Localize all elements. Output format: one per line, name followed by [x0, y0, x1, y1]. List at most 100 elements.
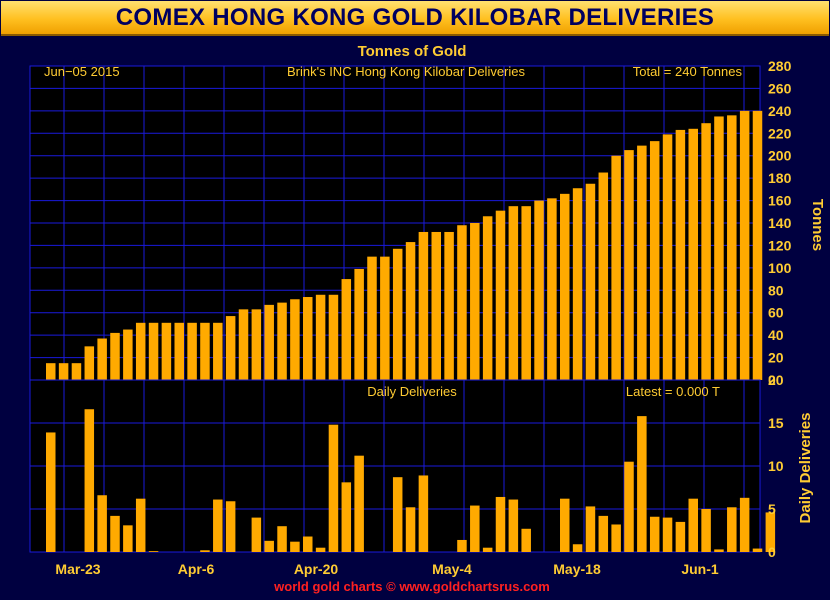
title-banner: COMEX HONG KONG GOLD KILOBAR DELIVERIES — [1, 1, 829, 36]
bar — [110, 515, 120, 552]
footer-credit: world gold charts © www.goldchartsrus.co… — [273, 579, 550, 594]
bar — [97, 338, 107, 380]
bar — [392, 248, 403, 380]
bar — [46, 432, 56, 552]
bar — [135, 498, 146, 552]
bar — [611, 155, 621, 380]
y-tick-label: 20 — [768, 350, 784, 366]
bar — [482, 216, 493, 380]
x-tick-label: Apr-6 — [178, 561, 215, 577]
bar — [470, 505, 480, 552]
bar — [637, 416, 647, 552]
bar — [354, 455, 364, 552]
bar — [328, 424, 339, 552]
bar — [264, 304, 274, 380]
upper-y-axis-title: Tonnes — [809, 199, 826, 251]
x-tick-label: May-18 — [553, 561, 601, 577]
bar — [315, 294, 326, 380]
bar — [405, 242, 416, 380]
bar — [110, 332, 120, 380]
y-tick-label: 80 — [768, 282, 784, 298]
y-tick-label: 280 — [768, 58, 792, 74]
y-tick-label: 15 — [768, 415, 784, 431]
bar — [367, 256, 377, 380]
bar — [495, 496, 506, 552]
bar — [97, 495, 107, 552]
bar — [277, 302, 287, 380]
bar — [84, 346, 95, 380]
bar — [303, 297, 313, 380]
bar — [727, 115, 737, 380]
bar — [123, 329, 133, 380]
bar — [624, 461, 634, 552]
bar — [752, 110, 763, 380]
bar — [457, 539, 467, 552]
bar — [200, 550, 210, 552]
bar — [649, 141, 660, 380]
bar — [560, 498, 570, 552]
bar — [58, 363, 69, 380]
y-tick-label: 220 — [768, 125, 792, 141]
x-tick-label: May-4 — [432, 561, 472, 577]
bar — [251, 309, 262, 380]
bar — [392, 477, 403, 552]
bar — [470, 223, 480, 380]
chart-title: COMEX HONG KONG GOLD KILOBAR DELIVERIES — [115, 3, 715, 31]
y-tick-label: 240 — [768, 103, 792, 119]
bar — [354, 268, 364, 380]
y-tick-label: 20 — [768, 372, 784, 388]
bar — [765, 512, 776, 552]
bar — [444, 231, 454, 380]
y-tick-label: 0 — [768, 544, 776, 560]
bar — [688, 128, 698, 380]
bar — [418, 231, 429, 380]
y-tick-label: 140 — [768, 215, 792, 231]
y-tick-label: 0 — [768, 372, 776, 388]
bar — [662, 134, 673, 380]
bar — [752, 548, 763, 552]
bar — [380, 256, 390, 380]
bar — [508, 499, 519, 552]
y-tick-label: 260 — [768, 80, 792, 96]
y-tick-label: 100 — [768, 260, 792, 276]
bar — [418, 475, 429, 552]
date-label: Jun−05 2015 — [44, 64, 120, 79]
y-tick-label: 5 — [768, 501, 776, 517]
bar — [174, 322, 184, 380]
bar — [572, 188, 583, 380]
bar — [238, 309, 249, 380]
bar — [624, 150, 634, 380]
bar — [277, 526, 287, 552]
bar — [675, 521, 686, 552]
bar — [457, 225, 467, 380]
bar — [560, 193, 570, 380]
total-label: Total = 240 Tonnes — [633, 64, 743, 79]
bar — [701, 123, 711, 380]
lower-y-axis-title: Daily Deliveries — [797, 413, 814, 524]
y-tick-label: 120 — [768, 237, 792, 253]
bar — [482, 547, 493, 552]
daily-label: Daily Deliveries — [367, 384, 457, 399]
bar — [341, 279, 352, 380]
bar — [71, 363, 82, 380]
bar — [148, 551, 159, 552]
chart-subtitle: Tonnes of Gold — [358, 43, 467, 60]
bar — [213, 499, 223, 552]
bar — [598, 172, 609, 380]
upper-bars — [46, 110, 763, 380]
bar — [688, 498, 698, 552]
y-tick-label: 160 — [768, 193, 792, 209]
y-tick-label: 60 — [768, 305, 784, 321]
lower-bars — [46, 409, 776, 552]
bar — [739, 110, 750, 380]
bar — [572, 544, 583, 552]
bar — [200, 322, 210, 380]
bar — [290, 299, 300, 380]
bar — [123, 525, 133, 552]
bar — [290, 541, 300, 552]
bar — [521, 206, 531, 380]
bar — [701, 509, 711, 552]
bar — [585, 506, 596, 552]
